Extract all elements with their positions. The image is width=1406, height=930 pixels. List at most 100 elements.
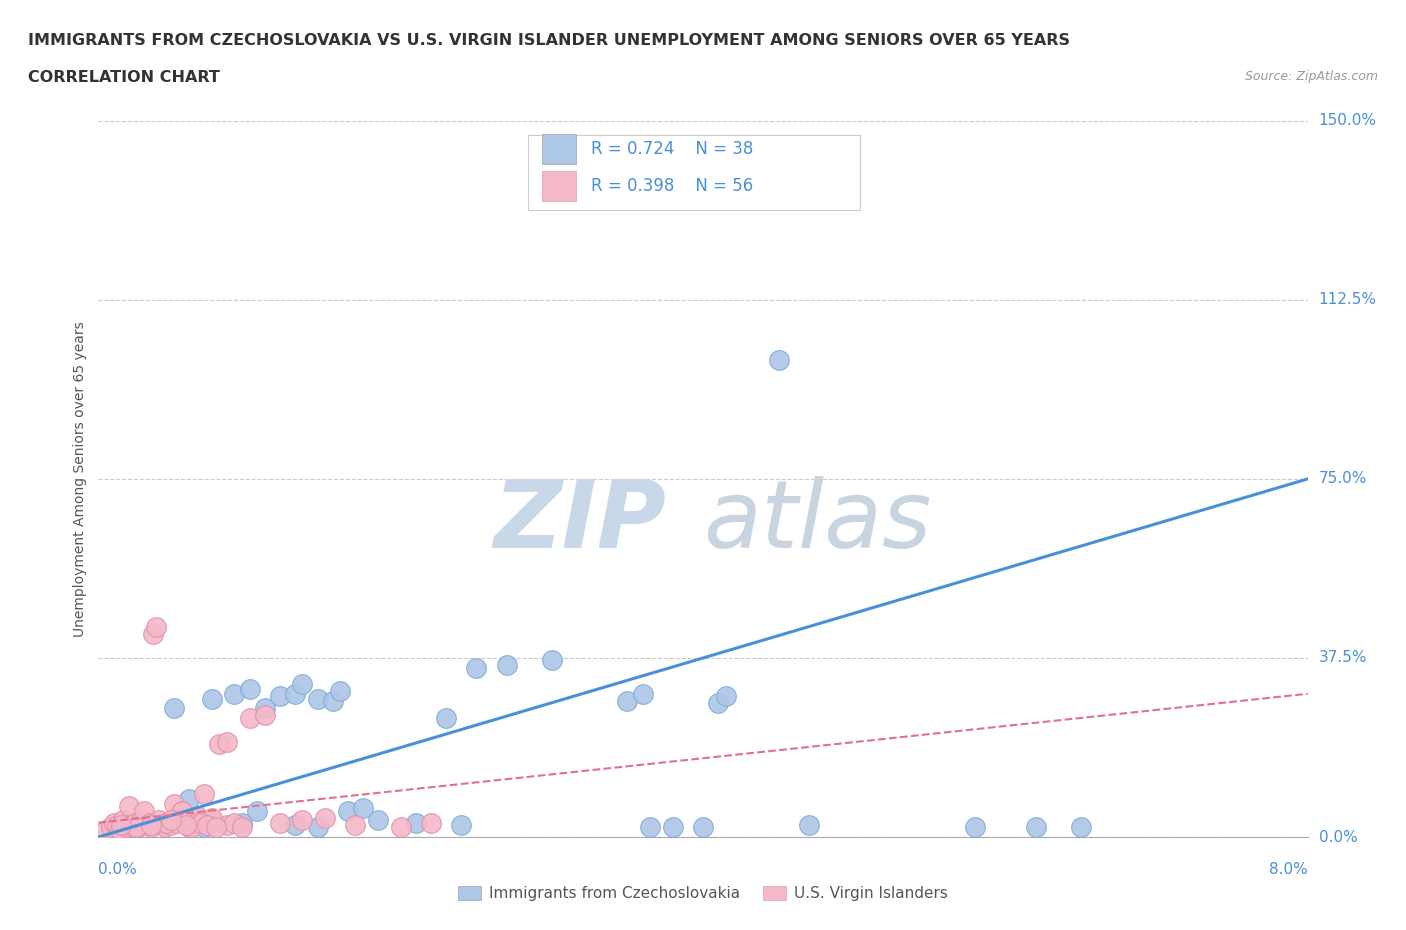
Point <box>142 627 165 642</box>
Point <box>291 813 314 828</box>
Point <box>127 820 149 835</box>
Point <box>110 817 132 832</box>
Bar <box>543 134 576 164</box>
Point <box>224 816 246 830</box>
Text: Source: ZipAtlas.com: Source: ZipAtlas.com <box>1244 70 1378 83</box>
Point <box>141 820 163 835</box>
Point <box>163 700 186 715</box>
Point <box>405 816 427 830</box>
Point <box>181 820 204 835</box>
Point <box>253 708 276 723</box>
Text: 0.0%: 0.0% <box>1319 830 1357 844</box>
Point <box>193 820 215 835</box>
Text: 37.5%: 37.5% <box>1319 650 1367 666</box>
Point <box>322 694 344 709</box>
Point <box>389 820 412 835</box>
Point <box>269 816 291 830</box>
Point <box>141 817 163 832</box>
Point <box>239 711 262 725</box>
Point <box>193 787 215 802</box>
Point <box>150 817 173 832</box>
Point <box>465 660 488 675</box>
Point <box>186 808 208 823</box>
Point <box>239 682 262 697</box>
Text: R = 0.398    N = 56: R = 0.398 N = 56 <box>591 178 752 195</box>
Point <box>367 813 389 828</box>
Point <box>125 820 148 835</box>
Legend: Immigrants from Czechoslovakia, U.S. Virgin Islanders: Immigrants from Czechoslovakia, U.S. Vir… <box>458 886 948 901</box>
Point <box>215 817 238 832</box>
Point <box>155 816 177 830</box>
Point <box>450 817 472 832</box>
Text: 112.5%: 112.5% <box>1319 292 1376 308</box>
Point <box>631 686 654 701</box>
Text: 8.0%: 8.0% <box>1268 862 1308 877</box>
Text: R = 0.724    N = 38: R = 0.724 N = 38 <box>591 140 754 158</box>
Point <box>291 677 314 692</box>
Point <box>201 691 224 706</box>
Point <box>329 684 352 698</box>
Point <box>201 813 224 828</box>
Point <box>797 817 820 832</box>
Point <box>208 737 231 751</box>
Point <box>284 686 307 701</box>
Point <box>661 820 683 835</box>
Point <box>231 816 253 830</box>
Point <box>307 820 329 835</box>
Point <box>336 804 359 818</box>
Point <box>160 813 183 828</box>
Point <box>1070 820 1092 835</box>
Point <box>420 816 443 830</box>
Point <box>135 817 157 832</box>
Text: 0.0%: 0.0% <box>98 862 138 877</box>
Point <box>205 820 228 835</box>
Point <box>118 799 141 814</box>
Point <box>190 816 212 830</box>
Y-axis label: Unemployment Among Seniors over 65 years: Unemployment Among Seniors over 65 years <box>73 321 87 637</box>
Point <box>495 658 517 672</box>
Point <box>174 817 197 832</box>
Point <box>269 689 291 704</box>
Point <box>215 734 238 749</box>
Point <box>714 689 737 704</box>
Point <box>148 813 170 828</box>
Point <box>170 804 193 818</box>
Point <box>616 694 638 709</box>
Bar <box>543 171 576 202</box>
Text: atlas: atlas <box>703 476 931 567</box>
Point <box>139 816 162 830</box>
Point <box>352 801 374 816</box>
Point <box>121 817 143 832</box>
Point <box>692 820 714 835</box>
Point <box>638 820 661 835</box>
Point <box>129 813 152 828</box>
Point <box>965 820 987 835</box>
Point <box>179 820 201 835</box>
Point <box>284 817 307 832</box>
Point <box>186 816 208 830</box>
Point <box>768 352 790 367</box>
Point <box>201 810 224 825</box>
Point <box>540 653 562 668</box>
Point <box>224 686 246 701</box>
Point <box>100 820 122 835</box>
Point <box>124 816 146 830</box>
Point <box>307 691 329 706</box>
Point <box>170 804 193 818</box>
Point <box>108 822 131 837</box>
Point <box>707 696 730 711</box>
Point <box>103 816 125 830</box>
Text: CORRELATION CHART: CORRELATION CHART <box>28 70 219 85</box>
Point <box>314 810 336 825</box>
Point <box>246 804 269 818</box>
Point <box>160 817 183 832</box>
Point <box>105 817 128 832</box>
Point <box>166 816 188 830</box>
Point <box>132 804 155 818</box>
Text: 150.0%: 150.0% <box>1319 113 1376 128</box>
FancyBboxPatch shape <box>527 135 860 210</box>
Point <box>111 813 134 828</box>
Point <box>179 791 201 806</box>
Point <box>434 711 457 725</box>
Text: ZIP: ZIP <box>494 476 666 568</box>
